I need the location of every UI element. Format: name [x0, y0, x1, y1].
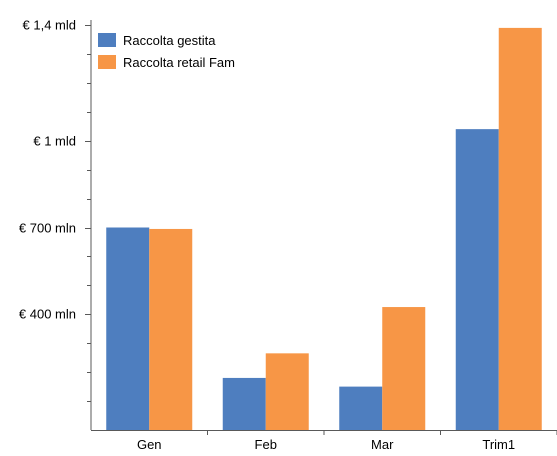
bar-gen-gestita [106, 227, 150, 430]
bars-group [106, 27, 542, 431]
x-tick-label: Trim1 [482, 437, 515, 451]
bar-trim1-gestita [455, 129, 499, 430]
y-axis: € 400 mln € 700 mln € 1 mld € 1,4 mld [19, 18, 92, 430]
legend: Raccolta gestita Raccolta retail Fam [98, 33, 235, 70]
x-tick-label: Feb [255, 437, 277, 451]
bar-feb-gestita [222, 377, 266, 430]
legend-label: Raccolta gestita [123, 33, 216, 48]
x-axis: Gen Feb Mar Trim1 [91, 430, 557, 452]
bar-mar-retail-fam [382, 307, 426, 430]
legend-swatch [98, 33, 116, 47]
y-tick-label: € 1 mld [33, 134, 76, 149]
y-tick-label: € 700 mln [19, 221, 76, 236]
x-tick-label: Mar [371, 437, 394, 451]
legend-label: Raccolta retail Fam [123, 55, 235, 70]
bar-mar-gestita [339, 386, 383, 430]
legend-swatch [98, 55, 116, 69]
y-tick-label: € 1,4 mld [23, 18, 76, 33]
bar-feb-retail-fam [265, 353, 309, 430]
y-tick-label: € 400 mln [19, 307, 76, 322]
bar-gen-retail-fam [149, 228, 193, 430]
bar-trim1-retail-fam [498, 27, 542, 431]
x-tick-label: Gen [137, 437, 162, 451]
